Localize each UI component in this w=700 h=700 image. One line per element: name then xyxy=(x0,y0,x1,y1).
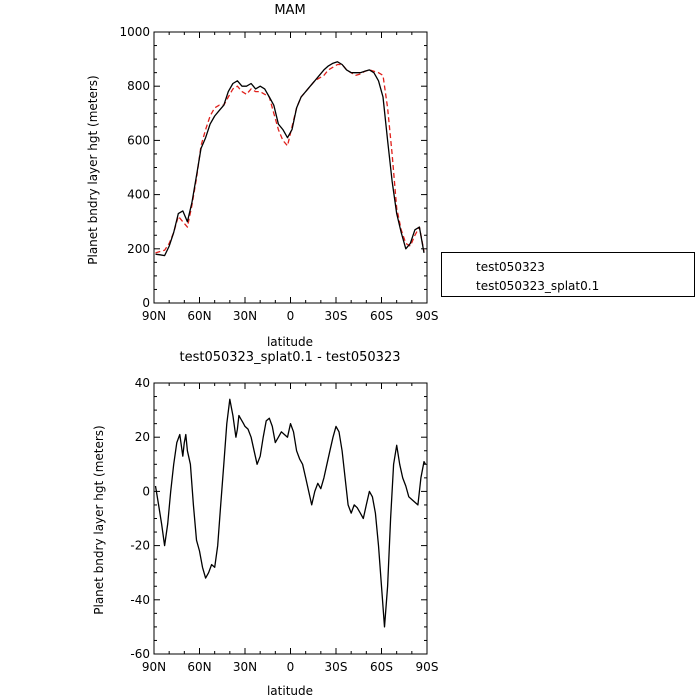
bottom-chart-panel: test050323_splat0.1 - test050323 -60-40-… xyxy=(92,350,438,698)
top-y-axis: 0 200 400 600 800 1000 xyxy=(119,25,427,310)
y-tick-label: 0 xyxy=(142,296,150,310)
bottom-x-axis-label: latitude xyxy=(267,684,313,698)
bottom-y-axis-label: Planet bndry layer hgt (meters) xyxy=(92,425,106,615)
y-tick-label: 1000 xyxy=(119,25,150,39)
top-y-axis-label: Planet bndry layer hgt (meters) xyxy=(86,75,100,265)
x-tick-label: 90N xyxy=(142,660,166,674)
y-tick-label: 600 xyxy=(127,133,150,147)
x-tick-label: 0 xyxy=(287,660,295,674)
legend-label-red: test050323 xyxy=(476,260,545,274)
series-line-solid xyxy=(155,61,425,257)
bottom-chart-title: test050323_splat0.1 - test050323 xyxy=(179,350,400,365)
bottom-series-group xyxy=(154,398,427,628)
x-tick-label: 60N xyxy=(187,309,211,323)
top-series-group xyxy=(155,61,425,257)
y-tick-label: 200 xyxy=(127,242,150,256)
x-tick-label: 90S xyxy=(416,309,439,323)
top-x-axis: 90N 60N 30N 0 30S 60S 90S xyxy=(142,32,439,323)
x-tick-label: 30N xyxy=(233,309,257,323)
bottom-x-axis: 90N 60N 30N 0 30S 60S 90S xyxy=(142,383,439,674)
x-tick-label: 60S xyxy=(370,309,393,323)
series-line-dashed xyxy=(155,63,425,254)
x-tick-label: 60S xyxy=(370,660,393,674)
x-tick-label: 30S xyxy=(325,660,348,674)
x-tick-label: 0 xyxy=(287,309,295,323)
top-chart-title: MAM xyxy=(274,3,305,18)
legend-item-red: test050323 xyxy=(442,258,694,278)
legend-item-black: test050323_splat0.1 xyxy=(442,277,694,297)
y-tick-label: 40 xyxy=(135,376,150,390)
series-line-solid xyxy=(154,398,427,628)
y-tick-label: -20 xyxy=(130,539,150,553)
y-tick-label: 0 xyxy=(142,484,150,498)
legend: test050323 test050323_splat0.1 xyxy=(441,252,695,297)
y-tick-label: 400 xyxy=(127,188,150,202)
top-plot-frame xyxy=(153,31,428,304)
y-tick-label: -40 xyxy=(130,593,150,607)
x-tick-label: 30N xyxy=(233,660,257,674)
legend-label-black: test050323_splat0.1 xyxy=(476,279,600,293)
top-x-axis-label: latitude xyxy=(267,335,313,349)
y-tick-label: 800 xyxy=(127,79,150,93)
x-tick-label: 90S xyxy=(416,660,439,674)
x-tick-label: 30S xyxy=(325,309,348,323)
y-tick-label: 20 xyxy=(135,430,150,444)
y-tick-label: -60 xyxy=(130,647,150,661)
bottom-y-axis: -60 -40 -20 0 20 40 xyxy=(130,376,427,661)
x-tick-label: 60N xyxy=(187,660,211,674)
x-tick-label: 90N xyxy=(142,309,166,323)
